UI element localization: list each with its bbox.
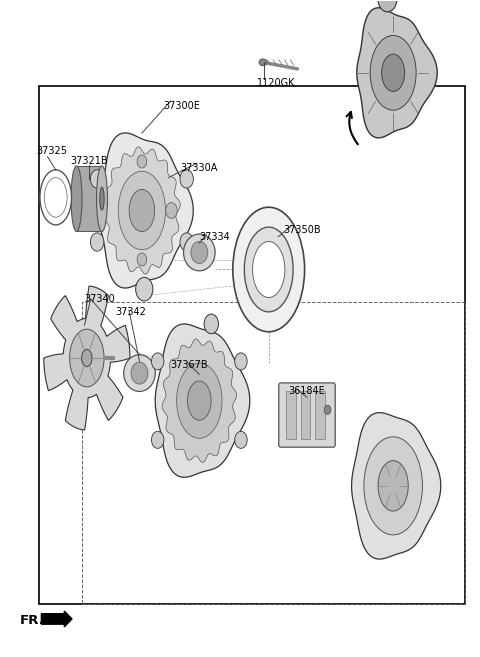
Ellipse shape <box>40 170 72 225</box>
Text: 37340: 37340 <box>84 294 115 304</box>
Circle shape <box>324 405 331 415</box>
Text: 37325: 37325 <box>36 147 68 156</box>
Polygon shape <box>76 166 102 231</box>
Text: 37342: 37342 <box>116 307 146 317</box>
Circle shape <box>90 170 104 188</box>
Bar <box>301 391 311 440</box>
Polygon shape <box>357 8 437 138</box>
Bar <box>82 302 465 604</box>
Circle shape <box>180 170 193 188</box>
Text: 37330A: 37330A <box>180 163 217 173</box>
Circle shape <box>180 233 193 251</box>
Ellipse shape <box>382 54 405 91</box>
Bar <box>39 86 465 604</box>
Ellipse shape <box>259 59 267 66</box>
Ellipse shape <box>233 207 305 332</box>
Circle shape <box>152 353 164 370</box>
Ellipse shape <box>129 189 155 232</box>
Ellipse shape <box>44 177 67 217</box>
Polygon shape <box>155 324 250 477</box>
Circle shape <box>378 0 397 12</box>
Text: 37367B: 37367B <box>170 359 208 369</box>
Ellipse shape <box>71 166 82 231</box>
Ellipse shape <box>82 350 92 367</box>
Text: FR.: FR. <box>20 614 45 627</box>
Circle shape <box>90 233 104 251</box>
Bar <box>315 391 324 440</box>
Polygon shape <box>104 147 180 274</box>
FancyBboxPatch shape <box>279 383 335 447</box>
Circle shape <box>204 314 218 334</box>
Circle shape <box>137 253 147 266</box>
Text: 37321B: 37321B <box>70 156 108 166</box>
Ellipse shape <box>191 241 208 263</box>
Polygon shape <box>44 286 130 430</box>
Circle shape <box>152 432 164 448</box>
Ellipse shape <box>364 437 422 535</box>
Ellipse shape <box>124 355 156 392</box>
Ellipse shape <box>244 227 293 312</box>
Ellipse shape <box>183 234 215 271</box>
FancyArrow shape <box>41 611 72 627</box>
Bar <box>287 391 296 440</box>
Circle shape <box>136 277 153 301</box>
Circle shape <box>166 202 177 218</box>
Ellipse shape <box>96 166 108 231</box>
Polygon shape <box>351 413 441 559</box>
Text: 1120GK: 1120GK <box>257 78 295 87</box>
Ellipse shape <box>70 329 104 387</box>
Ellipse shape <box>252 242 285 298</box>
Polygon shape <box>162 339 237 463</box>
Ellipse shape <box>118 171 166 250</box>
Ellipse shape <box>131 362 148 384</box>
Ellipse shape <box>378 461 408 511</box>
Ellipse shape <box>188 381 211 420</box>
Text: 37350B: 37350B <box>283 225 321 235</box>
Text: 36184E: 36184E <box>288 386 324 396</box>
Ellipse shape <box>370 35 416 110</box>
Text: 37300E: 37300E <box>163 101 200 110</box>
Ellipse shape <box>177 363 222 438</box>
Circle shape <box>137 155 147 168</box>
Ellipse shape <box>100 187 104 210</box>
Polygon shape <box>98 133 193 288</box>
Circle shape <box>235 353 247 370</box>
Text: 37334: 37334 <box>199 232 230 242</box>
Circle shape <box>235 432 247 448</box>
